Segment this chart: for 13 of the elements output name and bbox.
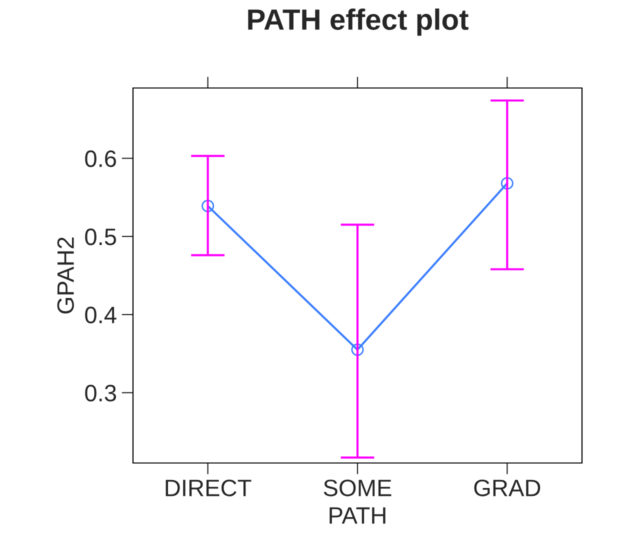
point bbox=[500, 177, 514, 190]
x-tick-label: GRAD bbox=[474, 480, 540, 496]
point bbox=[202, 200, 214, 212]
x-tick-label: DIRECT bbox=[166, 480, 252, 496]
y-tick-label: 0.5 bbox=[85, 228, 116, 246]
y-axis-title: GPAH2 bbox=[57, 238, 74, 314]
x-axis-title: PATH bbox=[330, 507, 386, 524]
y-tick-label: 0.3 bbox=[85, 384, 116, 402]
y-tick-label: 0.4 bbox=[85, 306, 116, 324]
point bbox=[351, 343, 364, 356]
chart-title: PATH effect plot bbox=[248, 8, 468, 36]
x-tick-label: SOME bbox=[324, 480, 392, 496]
y-tick-label: 0.6 bbox=[85, 150, 116, 168]
